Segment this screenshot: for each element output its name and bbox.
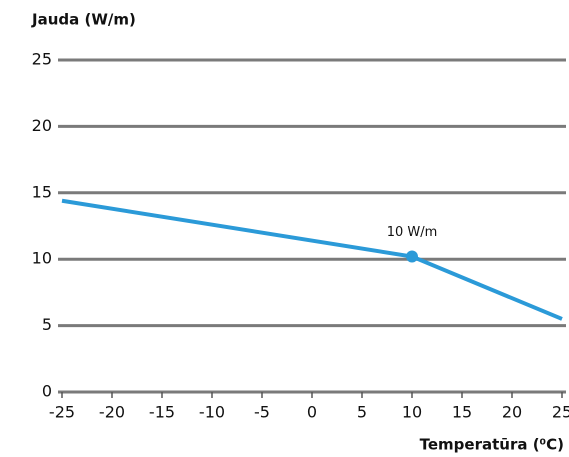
y-tick-label: 5 [42, 315, 52, 334]
x-axis-label: Temperatūra (⁰C) [420, 436, 564, 454]
x-tick-label: -5 [254, 403, 270, 422]
x-tick-label: 15 [452, 403, 472, 422]
y-tick-label: 10 [32, 249, 52, 268]
highlight-point [406, 250, 418, 263]
y-tick-label: 15 [32, 182, 52, 201]
x-tick-label: 10 [402, 403, 422, 422]
y-axis-label: Jauda (W/m) [31, 11, 136, 29]
x-tick-label: -10 [199, 403, 225, 422]
x-tick-label: 0 [307, 403, 317, 422]
y-tick-label: 25 [32, 50, 52, 69]
x-tick-label: -15 [149, 403, 175, 422]
y-tick-label: 0 [42, 382, 52, 401]
x-tick-label: -20 [99, 403, 125, 422]
y-tick-label: 20 [32, 116, 52, 135]
x-tick-label: 20 [502, 403, 522, 422]
x-tick-label: 25 [552, 403, 569, 422]
x-tick-label: 5 [357, 403, 367, 422]
annotation: 10 W/m [387, 225, 438, 240]
x-tick-label: -25 [49, 403, 75, 422]
